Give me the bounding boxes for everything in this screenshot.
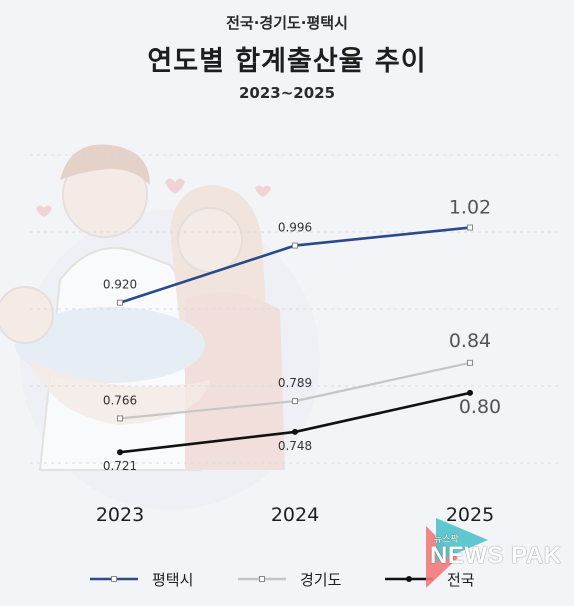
x-axis-ticks: 2023 2024 2025 <box>96 504 494 526</box>
x-tick-label-1: 2024 <box>271 504 319 526</box>
data-label-0-2: 1.02 <box>449 197 491 219</box>
chart-header: 전국·경기도·평택시 연도별 합계출산율 추이 2023~2025 <box>0 8 574 102</box>
gridlines <box>30 154 560 464</box>
legend-marker-0 <box>111 576 117 582</box>
data-label-1-2: 0.84 <box>449 330 491 352</box>
legend-label-0: 평택시 <box>152 571 193 589</box>
chart-subtitle: 2023~2025 <box>238 84 336 102</box>
series-marker-2-0 <box>117 449 123 456</box>
data-labels: 0.920 0.996 1.02 0.766 0.789 0.84 0.721 0.748 0.… <box>103 197 501 474</box>
logo-text: NEWS PAK <box>430 542 562 569</box>
data-label-0-1: 0.996 <box>278 221 312 235</box>
series-marker-1-0 <box>117 415 123 422</box>
data-label-1-1: 0.789 <box>278 376 312 390</box>
logo-small-text: 뉴스팍 <box>434 535 459 545</box>
x-tick-label-2: 2025 <box>446 504 494 526</box>
legend-marker-2 <box>406 576 412 582</box>
family-illustration <box>0 144 320 510</box>
legend-marker-1 <box>259 576 265 582</box>
data-label-1-0: 0.766 <box>103 393 137 407</box>
data-label-2-1: 0.748 <box>278 439 312 453</box>
series-marker-1-1 <box>292 398 298 405</box>
series-marker-0-0 <box>117 299 123 306</box>
x-tick-label-0: 2023 <box>96 504 144 526</box>
series-lines <box>117 224 473 456</box>
series-marker-1-2 <box>467 359 473 366</box>
data-label-2-0: 0.721 <box>103 459 137 473</box>
series-marker-2-2 <box>467 389 473 396</box>
legend-label-1: 경기도 <box>300 571 342 589</box>
news-pak-logo: 뉴스팍 NEWS PAK <box>418 518 568 598</box>
chart-supertitle: 전국·경기도·평택시 <box>226 14 348 32</box>
series-marker-0-1 <box>292 242 298 249</box>
series-marker-2-1 <box>292 428 298 435</box>
data-label-0-0: 0.920 <box>103 278 137 292</box>
series-marker-0-2 <box>467 224 473 231</box>
legend: 평택시 경기도 전국 <box>90 571 475 589</box>
data-label-2-2: 0.80 <box>459 396 501 418</box>
chart-title: 연도별 합계출산율 추이 <box>147 46 427 77</box>
legend-label-2: 전국 <box>447 571 475 589</box>
